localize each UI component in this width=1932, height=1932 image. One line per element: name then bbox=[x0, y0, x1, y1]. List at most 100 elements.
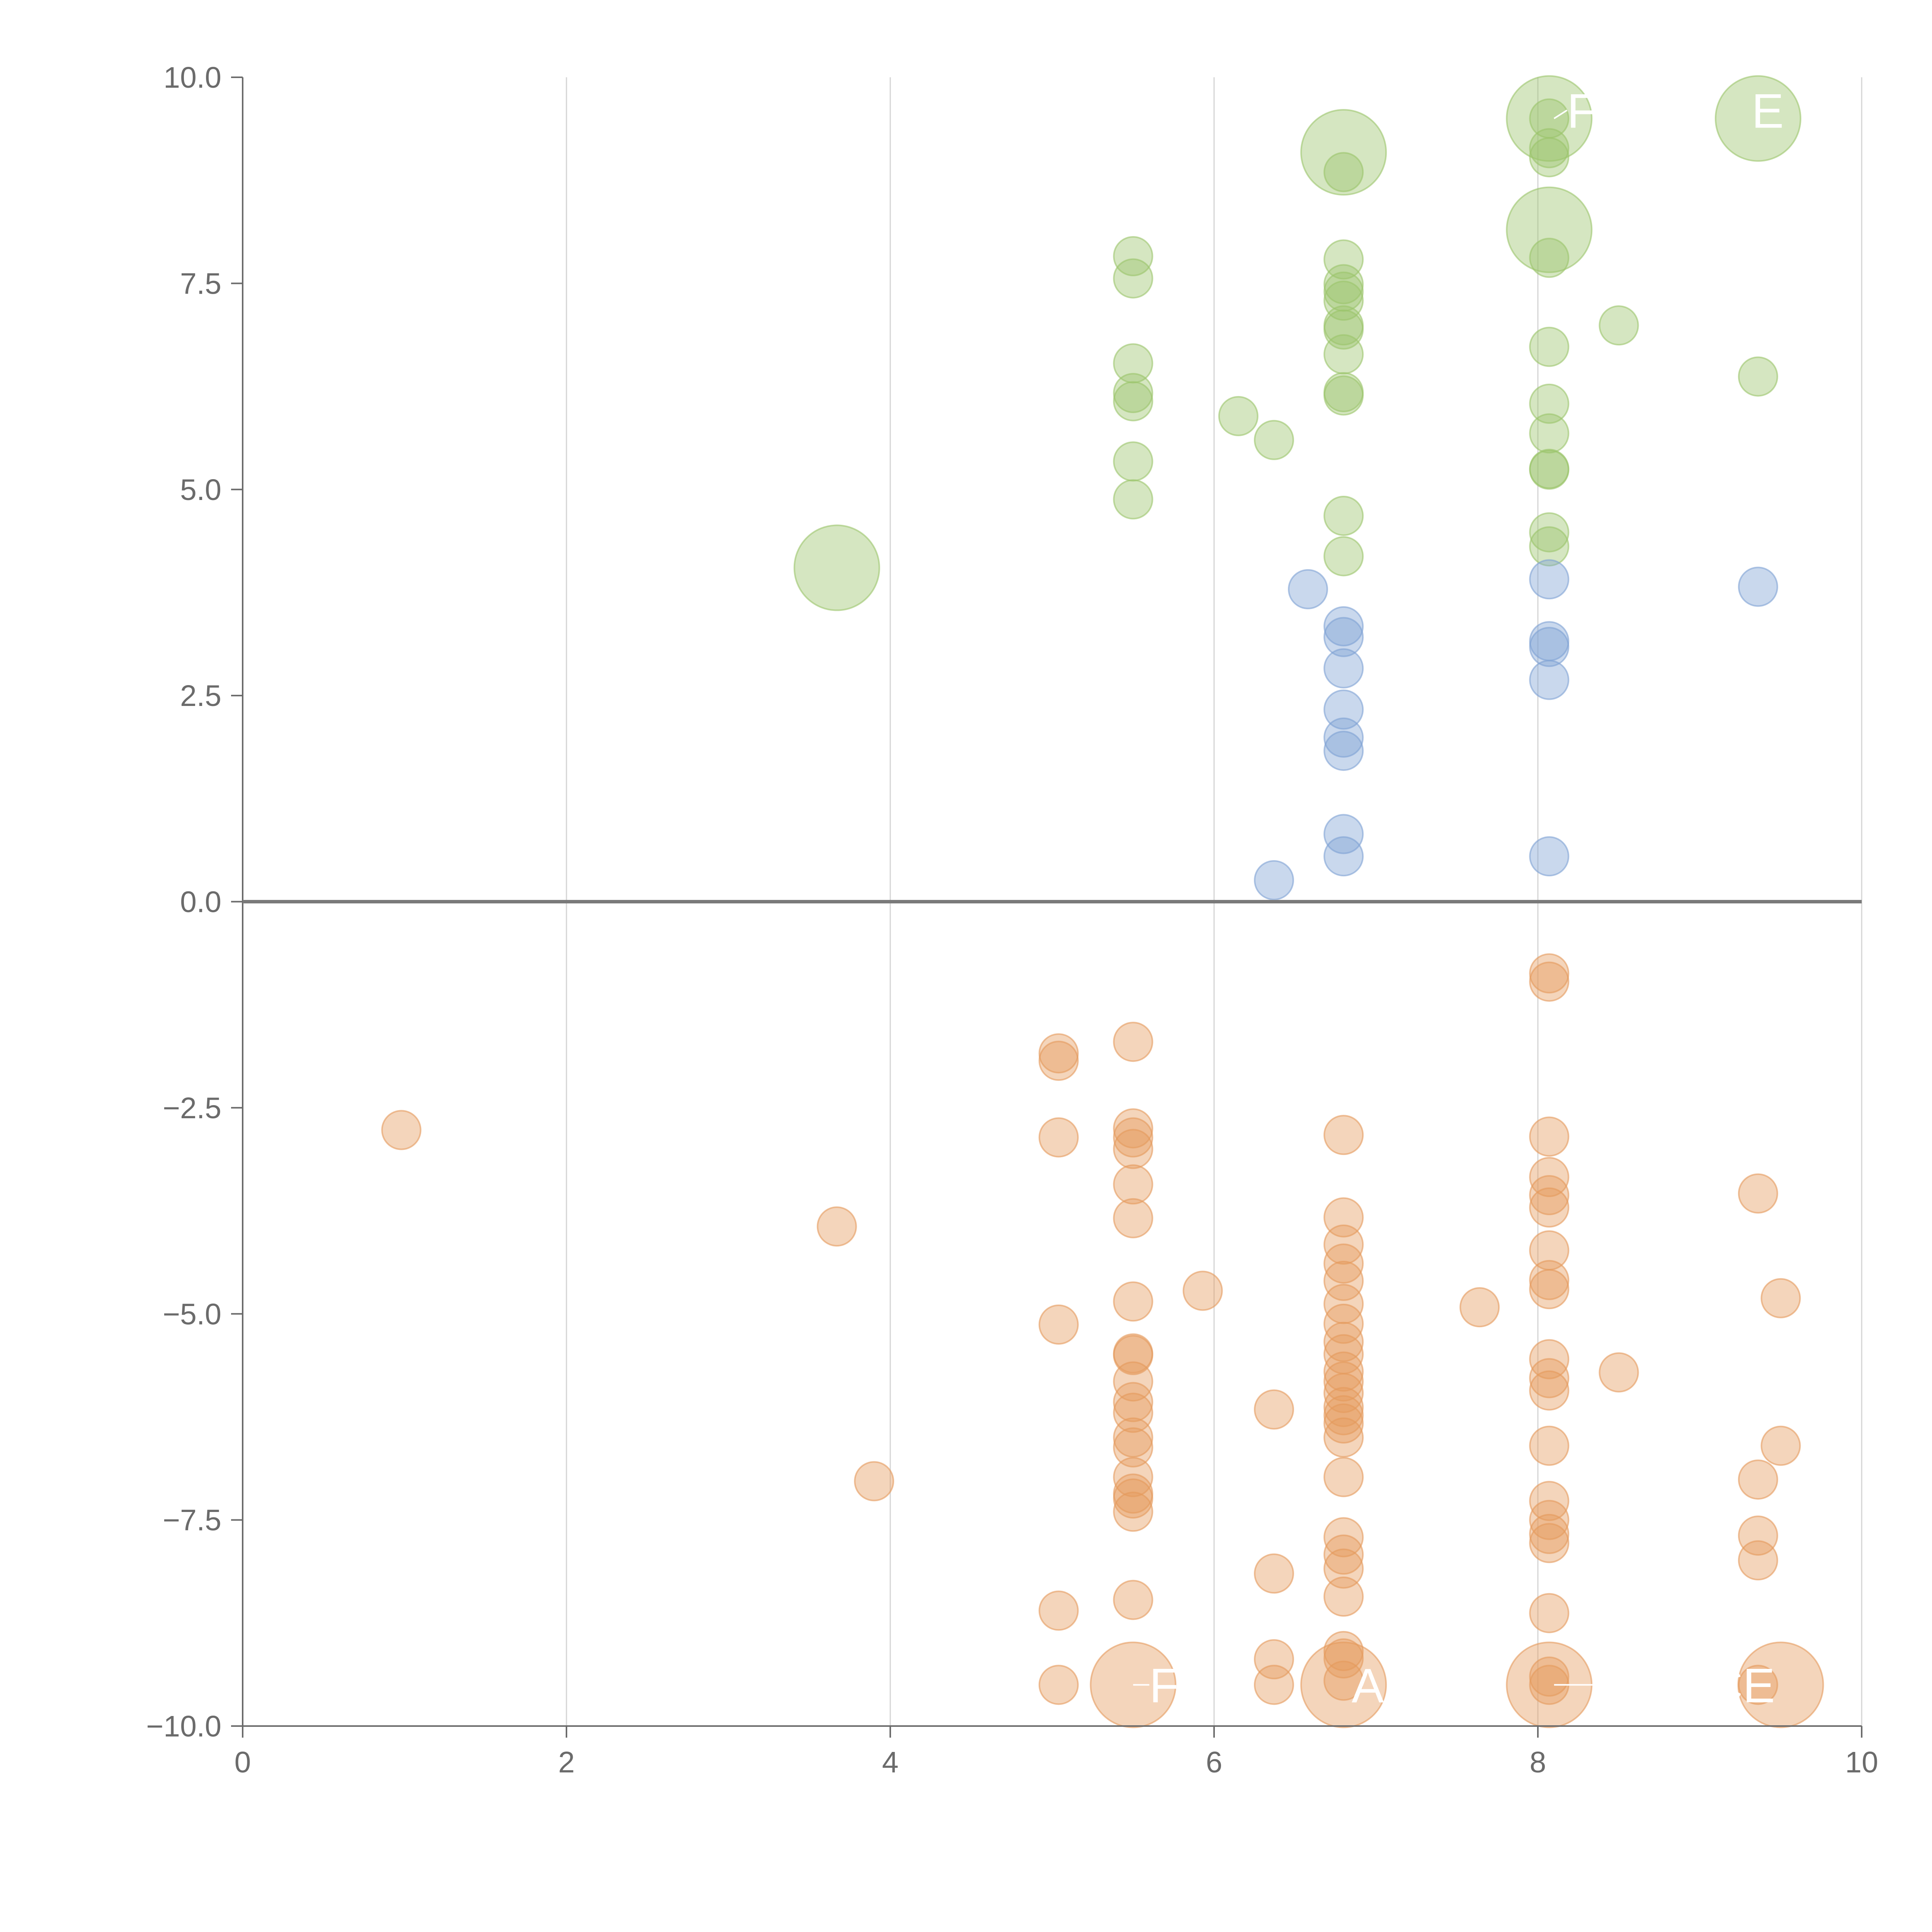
bubble-point bbox=[1323, 375, 1364, 416]
y-tick-label: 2.5 bbox=[180, 679, 221, 713]
bubble-point bbox=[1323, 1321, 1364, 1362]
bubble-point bbox=[1506, 75, 1593, 162]
bubble-point bbox=[1254, 1553, 1294, 1594]
bubble-point bbox=[793, 524, 880, 611]
bubble-point bbox=[1113, 1382, 1153, 1422]
x-tick-label: 2 bbox=[558, 1746, 575, 1779]
bubble-point bbox=[1254, 1389, 1294, 1430]
bubble-point bbox=[1323, 1303, 1364, 1344]
bubble-point bbox=[1323, 1638, 1364, 1679]
bubble-point bbox=[1113, 381, 1153, 422]
bubble-point bbox=[1323, 1660, 1364, 1701]
bubble-point bbox=[1529, 660, 1570, 700]
bubble-label: F bbox=[1149, 1659, 1179, 1713]
bubble-point bbox=[1323, 1548, 1364, 1589]
bubble-point bbox=[1218, 396, 1259, 436]
bubble-point bbox=[1288, 569, 1328, 609]
bubble-point bbox=[1113, 1492, 1153, 1532]
bubble-point bbox=[1323, 717, 1364, 758]
bubble-point bbox=[1323, 1115, 1364, 1155]
bubble-point bbox=[1113, 1022, 1153, 1062]
bubble-point bbox=[1323, 536, 1364, 577]
bubble-point bbox=[1529, 1116, 1570, 1157]
bubble-point bbox=[1113, 373, 1153, 413]
bubble-point bbox=[1760, 1425, 1801, 1466]
bubble-point bbox=[1529, 1187, 1570, 1228]
bubble-point bbox=[1113, 1580, 1153, 1620]
bubble-point bbox=[1323, 1243, 1364, 1284]
bubble-point bbox=[1113, 236, 1153, 276]
bubble-point bbox=[1254, 1665, 1294, 1705]
bubble-point bbox=[1529, 383, 1570, 424]
bubble-point bbox=[1714, 75, 1801, 162]
y-tick-label: −10.0 bbox=[146, 1710, 221, 1743]
bubble-point bbox=[1254, 420, 1294, 460]
bubble-point bbox=[1323, 1577, 1364, 1617]
x-tick-label: 10 bbox=[1845, 1746, 1878, 1779]
bubble-point bbox=[1738, 1515, 1778, 1556]
bubble-point bbox=[1323, 648, 1364, 689]
bubble-point bbox=[1323, 239, 1364, 280]
bubble-point bbox=[1323, 1403, 1364, 1444]
bubble-point bbox=[1300, 109, 1387, 196]
bubble-point bbox=[1323, 617, 1364, 657]
bubble-point bbox=[1738, 356, 1778, 397]
bubble-point bbox=[1323, 1395, 1364, 1435]
bubble-point bbox=[1738, 1459, 1778, 1500]
bubble-point bbox=[1506, 186, 1593, 273]
bubble-point bbox=[1113, 258, 1153, 299]
bubble-point bbox=[1529, 1175, 1570, 1216]
bubble-point bbox=[1323, 496, 1364, 536]
bubble-point bbox=[1323, 1351, 1364, 1392]
bubble-point bbox=[1529, 1269, 1570, 1310]
bubble-point bbox=[1323, 1417, 1364, 1458]
bubble-point bbox=[1529, 1358, 1570, 1398]
bubble-point bbox=[1113, 1129, 1153, 1169]
bubble-labels: F AN CE F E bbox=[1133, 84, 1784, 1713]
bubble-point bbox=[1113, 1361, 1153, 1402]
bubble-point bbox=[1323, 1373, 1364, 1413]
bubble-point bbox=[1323, 152, 1364, 192]
bubble-point bbox=[1323, 814, 1364, 854]
bubble-point bbox=[1323, 281, 1364, 321]
y-tick-label: −5.0 bbox=[163, 1298, 221, 1331]
bubble-point bbox=[1038, 1665, 1079, 1705]
bubble-point bbox=[1323, 309, 1364, 350]
y-tick-label: 5.0 bbox=[180, 473, 221, 507]
bubble-point bbox=[1038, 1041, 1079, 1081]
bubble-point bbox=[854, 1461, 895, 1502]
bubble-point bbox=[1113, 1281, 1153, 1322]
bubble-point bbox=[1323, 1457, 1364, 1497]
x-tick-label: 0 bbox=[235, 1746, 251, 1779]
y-tick-label: 10.0 bbox=[163, 61, 221, 94]
bubble-point bbox=[816, 1206, 857, 1247]
bubble-point bbox=[1113, 1108, 1153, 1149]
x-tick-label: 4 bbox=[882, 1746, 899, 1779]
bubble-point bbox=[1529, 449, 1570, 490]
axes bbox=[231, 77, 1862, 1738]
bubble-point bbox=[1529, 1157, 1570, 1197]
bubble-point bbox=[1529, 238, 1570, 278]
bubble-point bbox=[1038, 1590, 1079, 1631]
bubble-point bbox=[1459, 1287, 1500, 1328]
bubble-point bbox=[1323, 1534, 1364, 1575]
bubble-point bbox=[1529, 559, 1570, 600]
bubble-point bbox=[1529, 128, 1570, 168]
bubble-point bbox=[1038, 1117, 1079, 1158]
bubble-point bbox=[1323, 836, 1364, 877]
bubble-point bbox=[1113, 441, 1153, 482]
bubble-point bbox=[1529, 413, 1570, 454]
bubble-label: CE bbox=[1708, 1659, 1775, 1713]
bubble-point bbox=[1738, 1173, 1778, 1214]
y-tick-label: 7.5 bbox=[180, 267, 221, 300]
bubble-point bbox=[1529, 512, 1570, 553]
bubble-point bbox=[1529, 961, 1570, 1002]
bubble-point bbox=[1113, 1457, 1153, 1497]
y-tick-label: −2.5 bbox=[163, 1092, 221, 1125]
bubble-point bbox=[1113, 1198, 1153, 1238]
bubble-point bbox=[1323, 1260, 1364, 1301]
bubble-point bbox=[1529, 627, 1570, 667]
bubble-label: AN bbox=[1352, 1659, 1419, 1713]
bubble-point bbox=[1529, 526, 1570, 566]
